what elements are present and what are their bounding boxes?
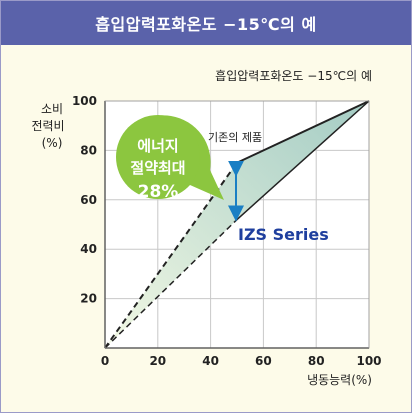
series-line-izs	[236, 100, 370, 221]
series-label-existing: 기존의 제품	[208, 131, 262, 144]
x-tick-label: 40	[202, 354, 219, 368]
y-tick-label: 40	[80, 242, 97, 256]
y-axis-label-line-3: (%)	[42, 136, 63, 150]
x-tick-label: 0	[101, 354, 109, 368]
y-tick-label: 20	[80, 292, 97, 306]
plot-border	[104, 100, 370, 349]
y-tick-label: 60	[80, 193, 97, 207]
series-line-izs	[104, 219, 238, 349]
y-tick-label: 100	[72, 94, 97, 108]
y-tick-label: 80	[80, 143, 97, 157]
callout-circle	[116, 115, 200, 199]
x-axis-label: 냉동능력(%)	[307, 373, 372, 387]
callout-line-3: 28%	[138, 182, 179, 202]
header-title: 흡입압력포화온도 −15℃의 예	[1, 1, 411, 45]
y-axis-label-line-2: 전력비	[31, 119, 64, 133]
y-axis-label-line-1: 소비	[41, 102, 63, 116]
series-label-izs: IZS Series	[238, 225, 329, 244]
callout-line-1: 에너지	[137, 137, 178, 155]
series-line-existing	[236, 100, 370, 164]
series-line-existing	[104, 162, 238, 349]
x-tick-label: 20	[149, 354, 166, 368]
callout-line-2: 절약최대	[130, 159, 185, 177]
x-tick-label: 60	[255, 354, 272, 368]
x-tick-label: 80	[308, 354, 325, 368]
chart-title: 흡입압력포화온도 −15℃의 예	[215, 69, 372, 83]
x-tick-label: 100	[356, 354, 381, 368]
